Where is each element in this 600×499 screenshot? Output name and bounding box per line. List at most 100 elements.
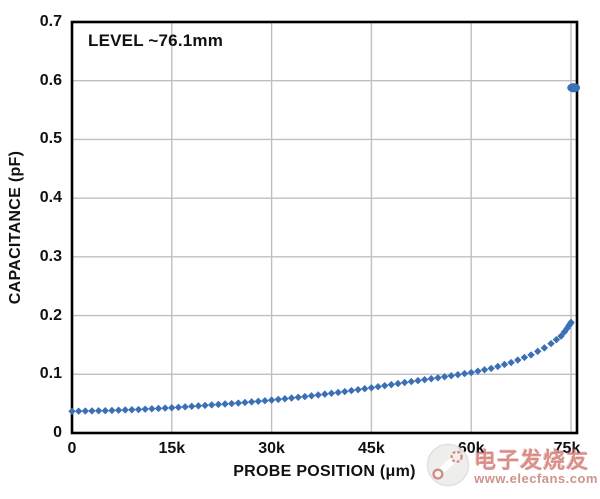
data-point-diamond <box>367 384 376 392</box>
x-tick-label: 45k <box>358 440 385 457</box>
data-point-diamond <box>487 364 495 373</box>
data-point-diamond <box>474 367 482 375</box>
data-point-diamond <box>301 392 309 401</box>
data-point-diamond <box>420 375 429 384</box>
y-tick-label: 0 <box>53 424 62 441</box>
outlier-point <box>567 83 581 93</box>
data-point-diamond <box>181 403 189 411</box>
data-point-diamond <box>460 369 469 378</box>
data-point-diamond <box>467 368 475 377</box>
y-tick-label: 0.6 <box>39 71 62 89</box>
data-point-diamond <box>247 398 256 406</box>
watermark: 电子发烧友 www.elecfans.com <box>425 442 598 493</box>
x-tick-label: 30k <box>258 440 285 457</box>
watermark-brand-text: 电子发烧友 <box>474 447 590 473</box>
data-point-diamond <box>314 391 322 399</box>
data-point-diamond <box>547 339 555 348</box>
data-point-diamond <box>387 380 396 389</box>
x-tick-label: 0 <box>67 440 77 457</box>
data-point-diamond <box>407 377 416 386</box>
data-point-diamond <box>134 405 143 414</box>
data-point-diamond <box>514 356 522 364</box>
data-point-diamond <box>434 374 442 382</box>
data-point-diamond <box>254 397 262 405</box>
data-point-diamond <box>294 393 302 402</box>
data-point-diamond <box>534 347 542 356</box>
level-annotation: LEVEL ~76.1mm <box>88 31 224 50</box>
data-point-diamond <box>174 403 183 411</box>
data-point-diamond <box>454 370 462 379</box>
data-point-diamond <box>557 332 565 340</box>
data-point-diamond <box>114 406 123 414</box>
data-point-diamond <box>227 399 236 408</box>
data-point-diamond <box>201 401 209 410</box>
data-point-diamond <box>507 358 515 367</box>
data-point-diamond <box>321 390 329 398</box>
data-point-diamond <box>520 353 529 362</box>
y-tick-label: 0.5 <box>39 130 62 148</box>
data-point-diamond <box>374 383 382 391</box>
data-point-diamond <box>341 387 349 396</box>
data-point-diamond <box>161 404 169 412</box>
x-tick-label: 75k <box>553 440 581 457</box>
plot-frame <box>70 20 579 435</box>
data-point-diamond <box>281 395 289 403</box>
data-point-diamond <box>327 389 336 398</box>
data-point-diamond <box>307 392 316 400</box>
data-point-diamond <box>74 407 83 415</box>
data-point-diamond <box>148 405 156 413</box>
elecfans-circuit-logo-icon <box>425 442 471 493</box>
data-point-diamond <box>121 406 129 414</box>
data-point-diamond <box>394 379 402 388</box>
data-point-diamond <box>108 406 116 415</box>
y-tick-label: 0.4 <box>39 189 62 207</box>
data-point-diamond <box>414 376 422 385</box>
data-point-diamond <box>221 400 229 408</box>
data-point-diamond <box>214 400 223 409</box>
capacitance-series <box>68 318 575 415</box>
data-point-diamond <box>427 375 435 383</box>
data-point-diamond <box>347 386 356 395</box>
data-point-diamond <box>440 373 449 381</box>
data-point-diamond <box>447 371 455 380</box>
data-point-diamond <box>208 401 216 409</box>
data-point-diamond <box>527 351 535 359</box>
data-point-diamond <box>94 407 103 415</box>
data-point-diamond <box>261 397 269 405</box>
y-tick-label: 0.7 <box>39 13 62 30</box>
data-point-diamond <box>540 344 549 352</box>
data-point-diamond <box>361 385 369 393</box>
data-point-diamond <box>241 398 249 407</box>
y-tick-label: 0.2 <box>39 306 62 324</box>
data-point-diamond <box>480 366 489 374</box>
data-point-diamond <box>563 324 571 333</box>
data-point-diamond <box>68 407 76 415</box>
data-point-diamond <box>552 335 561 344</box>
data-point-diamond <box>234 399 243 407</box>
x-axis-title: PROBE POSITION (μm) <box>233 463 416 480</box>
data-point-diamond <box>400 378 409 387</box>
watermark-url-text: www.elecfans.com <box>474 470 598 486</box>
data-point-diamond <box>101 406 109 415</box>
data-point-diamond <box>154 404 163 413</box>
data-point-diamond <box>287 394 296 402</box>
data-point-diamond <box>88 407 96 415</box>
data-point-diamond <box>567 318 575 327</box>
data-point-diamond <box>381 381 389 390</box>
data-point-diamond <box>194 402 203 410</box>
y-tick-label: 0.3 <box>39 247 62 265</box>
x-tick-label: 15k <box>158 440 186 457</box>
data-point-diamond <box>168 404 176 412</box>
y-tick-label: 0.1 <box>39 365 62 383</box>
data-point-diamond <box>500 360 509 369</box>
data-point-diamond <box>274 395 282 404</box>
data-point-diamond <box>494 362 502 371</box>
data-point-diamond <box>334 388 342 397</box>
data-point-diamond <box>354 385 362 394</box>
data-point-diamond <box>128 406 136 414</box>
data-point-diamond <box>141 405 149 413</box>
data-point-diamond <box>267 396 276 404</box>
data-point-diamond <box>188 402 196 411</box>
